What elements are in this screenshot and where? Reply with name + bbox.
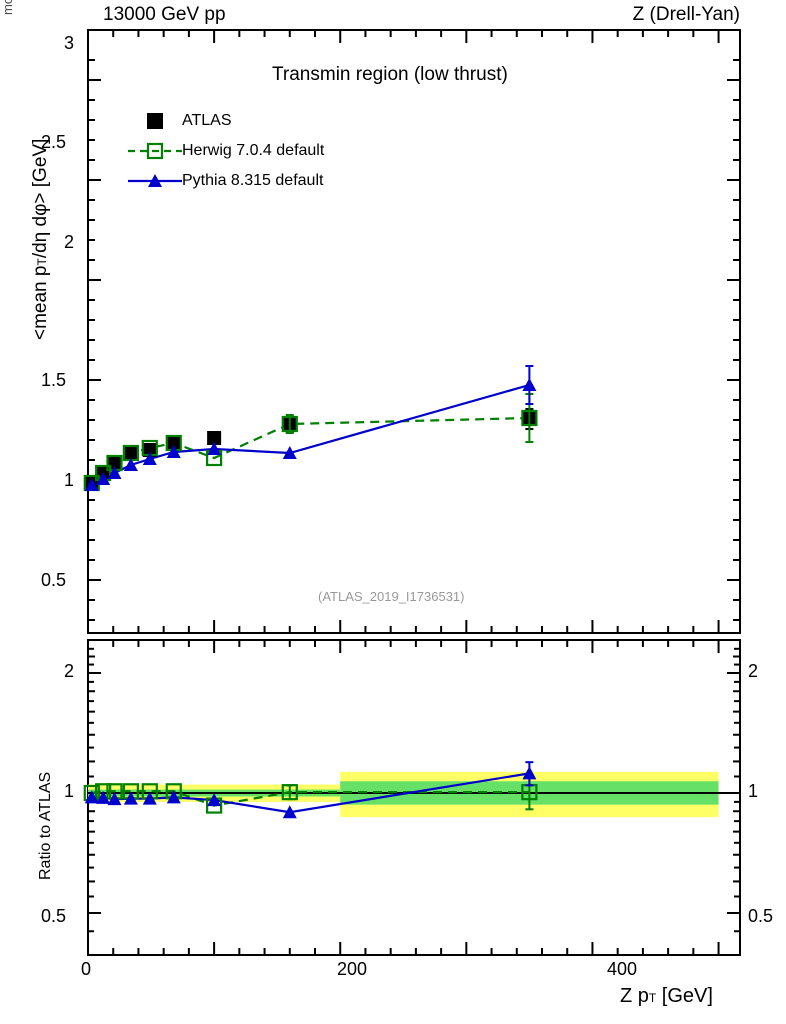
ratio-series-markers bbox=[83, 761, 538, 819]
legend-marker-glyphs bbox=[128, 113, 182, 187]
x-axis-label-head: Z p bbox=[620, 985, 649, 1007]
main-ytick-1p5: 1.5 bbox=[41, 370, 67, 390]
main-series-curves bbox=[91, 383, 530, 486]
legend-label-herwig: Herwig 7.0.4 default bbox=[182, 142, 325, 159]
main-series-markers bbox=[83, 365, 538, 492]
axis-frames bbox=[87, 29, 741, 956]
legend-label-atlas: ATLAS bbox=[182, 112, 232, 129]
main-ytick-1: 1 bbox=[64, 470, 75, 490]
plot-subtitle: Transmin region (low thrust) bbox=[272, 64, 508, 85]
ratio-ytick-1-left: 1 bbox=[64, 781, 75, 801]
ratio-ytick-2-left: 2 bbox=[64, 661, 75, 681]
analysis-watermark: (ATLAS_2019_I1736531) bbox=[318, 589, 465, 604]
header-left: 13000 GeV pp bbox=[103, 4, 226, 25]
ratio-ytick-1-right: 1 bbox=[748, 781, 759, 801]
main-ytick-3: 3 bbox=[64, 33, 75, 53]
ratio-ytick-0p5-right: 0.5 bbox=[748, 906, 774, 926]
main-ytick-0p5: 0.5 bbox=[41, 570, 67, 590]
ratio-ytick-0p5-left: 0.5 bbox=[41, 906, 67, 926]
x-axis-label-sub: T bbox=[648, 991, 657, 1005]
legend-label-pythia: Pythia 8.315 default bbox=[182, 172, 324, 189]
header-right: Z (Drell-Yan) bbox=[632, 4, 740, 25]
xtick-400: 400 bbox=[607, 959, 638, 979]
x-axis-label: Z pT [GeV] bbox=[620, 985, 713, 1008]
ratio-ytick-2-right: 2 bbox=[748, 661, 759, 681]
xtick-0: 0 bbox=[81, 959, 92, 979]
x-axis-label-tail: [GeV] bbox=[656, 985, 713, 1007]
xtick-200: 200 bbox=[337, 959, 368, 979]
main-ytick-2: 2 bbox=[64, 232, 75, 252]
main-ytick-2p5: 2.5 bbox=[41, 132, 67, 152]
